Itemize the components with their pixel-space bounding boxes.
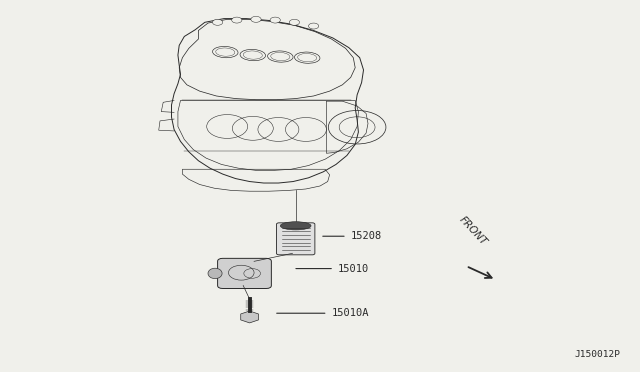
FancyBboxPatch shape [276,223,315,255]
Text: 15010A: 15010A [332,308,369,318]
Ellipse shape [208,268,222,279]
Text: 15010: 15010 [338,264,369,273]
Text: 15208: 15208 [351,231,382,241]
Circle shape [251,16,261,22]
FancyBboxPatch shape [218,258,271,289]
Circle shape [212,19,223,25]
Ellipse shape [280,222,311,230]
Circle shape [270,17,280,23]
Text: J150012P: J150012P [575,350,621,359]
Circle shape [308,23,319,29]
Text: FRONT: FRONT [458,215,489,247]
Circle shape [289,19,300,25]
Circle shape [232,17,242,23]
